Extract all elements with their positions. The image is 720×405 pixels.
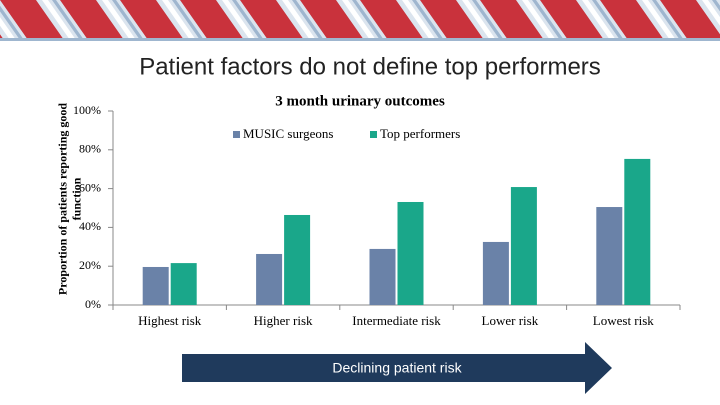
y-tick-label: 0% xyxy=(85,297,101,311)
legend-label: Top performers xyxy=(380,126,460,141)
bar xyxy=(596,207,623,305)
legend-swatch xyxy=(233,131,240,138)
x-tick-label: Intermediate risk xyxy=(352,313,441,328)
bar xyxy=(510,187,537,305)
y-tick-label: 20% xyxy=(79,258,101,272)
x-tick-label: Higher risk xyxy=(254,313,313,328)
bar xyxy=(482,241,509,305)
chart-title: 3 month urinary outcomes xyxy=(275,93,445,109)
x-tick-label: Highest risk xyxy=(138,313,202,328)
bar xyxy=(170,263,197,305)
bar xyxy=(284,214,311,305)
x-tick-label: Lower risk xyxy=(482,313,539,328)
bar xyxy=(142,266,169,305)
banner xyxy=(0,0,720,38)
legend-label: MUSIC surgeons xyxy=(243,126,333,141)
bar xyxy=(369,248,396,305)
arrow-label: Declining patient risk xyxy=(332,360,462,376)
banner-edge xyxy=(0,38,720,41)
slide-title: Patient factors do not define top perfor… xyxy=(139,53,601,80)
y-tick-label: 100% xyxy=(73,103,101,117)
arrow xyxy=(182,342,612,394)
bar xyxy=(256,253,283,305)
y-tick-label: 80% xyxy=(79,142,101,156)
y-tick-label: 40% xyxy=(79,219,101,233)
bar xyxy=(624,158,651,305)
y-axis-label: Proportion of patients reporting good fu… xyxy=(55,102,84,296)
x-tick-label: Lowest risk xyxy=(593,313,655,328)
y-tick-label: 60% xyxy=(79,180,101,194)
legend-swatch xyxy=(370,131,377,138)
bar xyxy=(397,201,424,305)
